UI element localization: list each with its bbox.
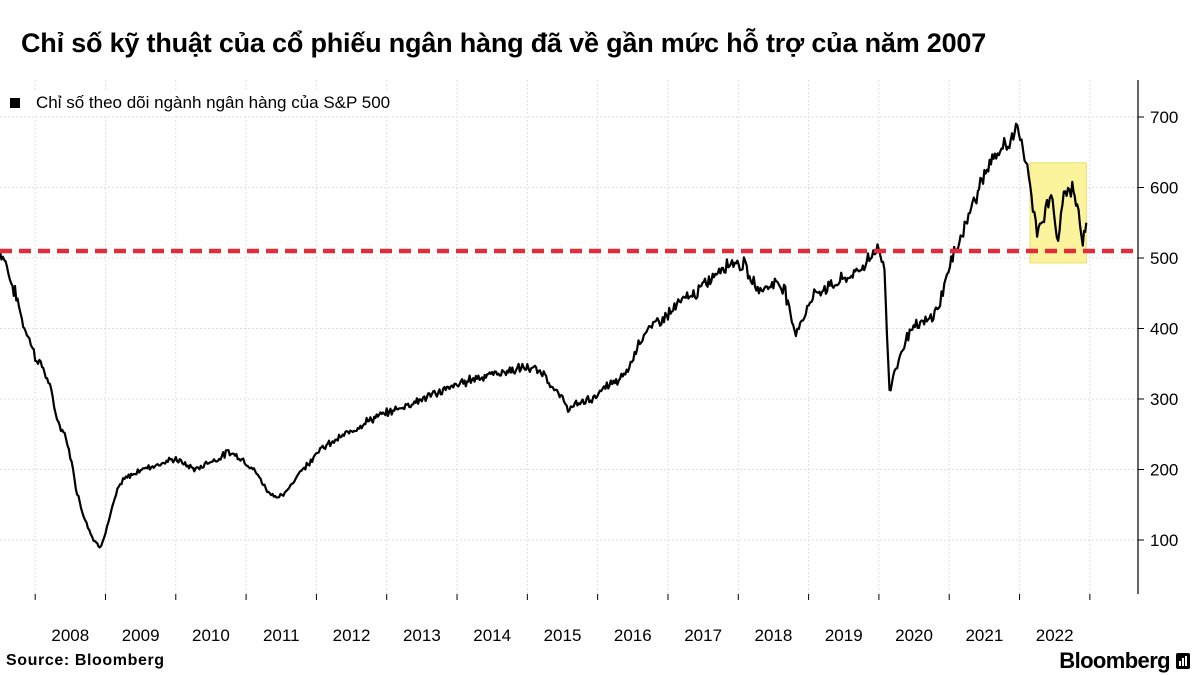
bloomberg-chart-icon: [1176, 653, 1190, 669]
y-tick-label-200: 200: [1150, 461, 1178, 480]
x-tick-label-2009: 2009: [122, 626, 160, 645]
legend-swatch: [10, 98, 20, 108]
y-tick-label-300: 300: [1150, 390, 1178, 409]
x-tick-label-2017: 2017: [684, 626, 722, 645]
bloomberg-logo: Bloomberg: [1059, 648, 1190, 674]
legend-label: Chỉ số theo dõi ngành ngân hàng của S&P …: [36, 93, 391, 112]
y-tick-label-500: 500: [1150, 249, 1178, 268]
x-tick-label-2015: 2015: [544, 626, 582, 645]
x-tick-label-2011: 2011: [263, 626, 300, 645]
x-tick-label-2021: 2021: [965, 626, 1003, 645]
y-tick-label-700: 700: [1150, 108, 1178, 127]
x-tick-label-2016: 2016: [614, 626, 652, 645]
y-tick-label-100: 100: [1150, 531, 1178, 550]
x-tick-label-2018: 2018: [755, 626, 793, 645]
x-tick-label-2014: 2014: [473, 626, 511, 645]
highlight-box: [1029, 162, 1087, 264]
x-tick-label-2019: 2019: [825, 626, 863, 645]
chart-title: Chỉ số kỹ thuật của cổ phiếu ngân hàng đ…: [21, 28, 987, 58]
y-tick-label-600: 600: [1150, 179, 1178, 198]
x-tick-label-2013: 2013: [403, 626, 441, 645]
y-tick-label-400: 400: [1150, 320, 1178, 339]
brand-wordmark: Bloomberg: [1059, 648, 1170, 673]
x-tick-label-2008: 2008: [51, 626, 89, 645]
x-tick-label-2020: 2020: [895, 626, 933, 645]
x-tick-label-2012: 2012: [333, 626, 371, 645]
series-line-bank-index: [0, 122, 1088, 549]
source-note: Source: Bloomberg: [6, 652, 165, 669]
x-tick-label-2010: 2010: [192, 626, 230, 645]
chart-legend: Chỉ số theo dõi ngành ngân hàng của S&P …: [10, 90, 449, 116]
x-tick-label-2022: 2022: [1036, 626, 1074, 645]
